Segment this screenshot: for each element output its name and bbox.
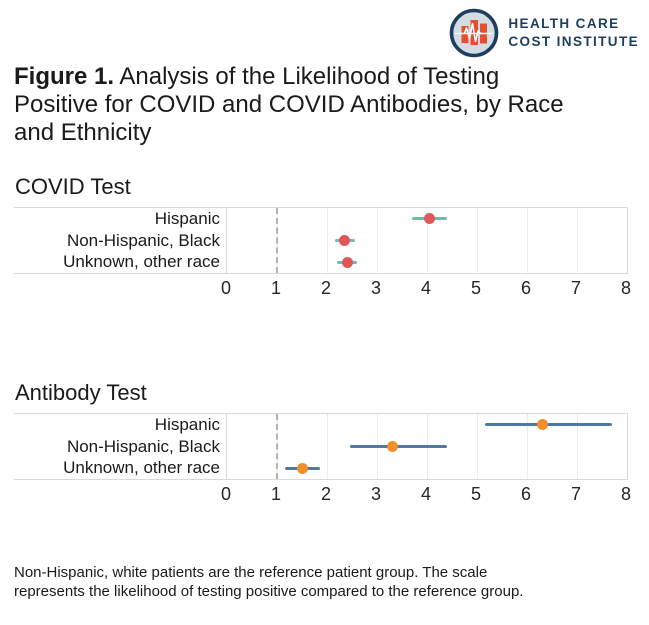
x-tick-label: 2 <box>320 484 332 504</box>
x-axis-row: 0 1 2 3 4 5 6 7 8 <box>14 480 632 506</box>
figure-number: Figure 1. <box>14 63 115 90</box>
category-label: Hispanic <box>154 415 220 434</box>
footnote: Non-Hispanic, white patients are the ref… <box>14 564 524 600</box>
x-tick-label: 0 <box>220 278 232 298</box>
gridline <box>577 414 578 479</box>
x-tick-label: 1 <box>270 484 282 504</box>
chart-panel: Hispanic Non-Hispanic, Black Unknown, othe… <box>14 207 628 274</box>
logo-wordmark: HEALTH CARE COST INSTITUTE <box>508 15 639 51</box>
category-label: Hispanic <box>154 209 220 228</box>
category-label: Unknown, other race <box>63 458 220 478</box>
plot-area <box>226 414 628 479</box>
gridline <box>477 414 478 479</box>
point-estimate <box>296 462 308 474</box>
figure-title-text: Analysis of the Likelihood of Testing Po… <box>14 63 564 146</box>
category-label: Unknown, other race <box>63 252 220 272</box>
x-tick-label: 7 <box>570 278 582 298</box>
category-label: Non-Hispanic, Black <box>66 230 220 250</box>
x-tick-label: 1 <box>270 278 282 298</box>
logo-line1: HEALTH CARE <box>508 16 620 31</box>
axis-spacer <box>14 274 226 300</box>
header: HEALTH CARE COST INSTITUTE <box>0 0 649 60</box>
x-tick-label: 7 <box>570 484 582 504</box>
category-label: Non-Hispanic, Black <box>66 436 220 456</box>
reference-line <box>276 414 278 479</box>
panel-title-antibody-test: Antibody Test <box>15 380 147 405</box>
hcci-logo: HEALTH CARE COST INSTITUTE <box>449 8 639 58</box>
gridline <box>477 208 478 273</box>
gridline <box>327 414 328 479</box>
x-tick-label: 6 <box>520 484 532 504</box>
antibody-test-chart: Hispanic Non-Hispanic, Black Unknown, othe… <box>0 413 649 506</box>
chart-panel: Hispanic Non-Hispanic, Black Unknown, othe… <box>14 413 628 480</box>
reference-line <box>276 208 278 273</box>
plot-area <box>226 208 628 273</box>
x-axis: 0 1 2 3 4 5 6 7 8 <box>221 480 632 506</box>
hcci-logo-icon <box>450 8 499 58</box>
category-labels: Hispanic Non-Hispanic, Black Unknown, othe… <box>14 414 226 479</box>
antibody-test-section: Antibody Test Hispanic Non-Hispanic, Blac… <box>0 380 649 506</box>
covid-test-chart: Hispanic Non-Hispanic, Black Unknown, othe… <box>0 207 649 300</box>
x-tick-label: 6 <box>520 278 532 298</box>
logo-line2: COST INSTITUTE <box>508 34 639 49</box>
gridline <box>527 414 528 479</box>
x-tick-label: 0 <box>220 484 232 504</box>
figure-title: Figure 1. Analysis of the Likelihood of … <box>14 63 589 147</box>
point-estimate <box>341 256 353 268</box>
covid-test-section: COVID Test Hispanic Non-Hispanic, Black Un… <box>0 174 649 300</box>
x-axis: 0 1 2 3 4 5 6 7 8 <box>221 274 632 300</box>
x-tick-label: 8 <box>620 278 632 298</box>
category-labels: Hispanic Non-Hispanic, Black Unknown, othe… <box>14 208 226 273</box>
point-estimate <box>386 441 398 452</box>
gridline <box>377 208 378 273</box>
point-estimate <box>339 235 350 246</box>
x-tick-label: 3 <box>370 484 382 504</box>
x-tick-label: 3 <box>370 278 382 298</box>
point-estimate <box>536 419 548 431</box>
x-axis-row: 0 1 2 3 4 5 6 7 8 <box>14 274 632 300</box>
point-estimate <box>424 213 435 225</box>
confidence-interval <box>349 445 447 448</box>
gridline <box>527 208 528 273</box>
x-tick-label: 5 <box>470 278 482 298</box>
gridline <box>577 208 578 273</box>
gridline <box>327 208 328 273</box>
x-tick-label: 5 <box>470 484 482 504</box>
x-tick-label: 4 <box>420 278 432 298</box>
x-tick-label: 4 <box>420 484 432 504</box>
ekg-line-icon <box>458 22 491 43</box>
axis-spacer <box>14 480 226 506</box>
x-tick-label: 2 <box>320 278 332 298</box>
x-tick-label: 8 <box>620 484 632 504</box>
gridline <box>427 208 428 273</box>
panel-title-covid-test: COVID Test <box>15 174 131 199</box>
confidence-interval <box>484 423 612 427</box>
